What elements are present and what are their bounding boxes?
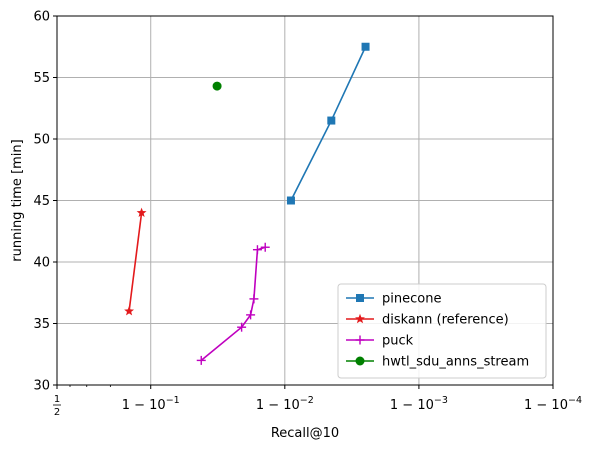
data-point bbox=[260, 242, 270, 252]
y-tick-label: 40 bbox=[33, 256, 50, 271]
data-point bbox=[327, 116, 336, 125]
data-point bbox=[136, 207, 147, 218]
data-point bbox=[252, 245, 262, 255]
legend-item: pinecone bbox=[346, 292, 441, 307]
legend-item: puck bbox=[346, 334, 414, 349]
x-tick-label: 1 − 10−1 bbox=[122, 395, 180, 413]
y-axis-label: running time [min] bbox=[10, 139, 25, 261]
svg-text:2: 2 bbox=[54, 407, 60, 418]
data-point bbox=[237, 322, 247, 332]
series-line bbox=[200, 246, 266, 362]
x-tick-label: 12 bbox=[53, 394, 61, 418]
series-hwtl-sdu-anns-stream bbox=[212, 81, 222, 91]
data-point bbox=[124, 306, 135, 316]
data-point bbox=[286, 196, 295, 205]
data-point bbox=[196, 355, 206, 365]
legend-item: diskann (reference) bbox=[346, 313, 509, 328]
y-tick-label: 50 bbox=[33, 133, 50, 148]
y-tick-label: 60 bbox=[33, 10, 50, 25]
data-point bbox=[355, 356, 365, 366]
data-point bbox=[212, 81, 222, 91]
y-tick-label: 45 bbox=[33, 194, 50, 209]
y-tick-label: 30 bbox=[33, 379, 50, 394]
legend-frame bbox=[337, 283, 547, 379]
legend-label: diskann (reference) bbox=[382, 313, 509, 328]
x-tick-label: 1 − 10−4 bbox=[524, 395, 582, 413]
data-point bbox=[246, 310, 256, 320]
series-puck bbox=[196, 242, 270, 365]
legend-label: pinecone bbox=[382, 292, 441, 307]
series-pinecone bbox=[286, 42, 370, 205]
data-point bbox=[361, 42, 370, 51]
x-tick-label: 1 − 10−3 bbox=[390, 395, 448, 413]
x-axis-label: Recall@10 bbox=[271, 426, 339, 441]
data-point bbox=[249, 294, 259, 304]
x-tick-label: 1 − 10−2 bbox=[256, 395, 314, 413]
data-point bbox=[356, 294, 364, 302]
series-line bbox=[128, 212, 143, 312]
legend-label: hwtl_sdu_anns_stream bbox=[382, 355, 529, 370]
data-point bbox=[355, 335, 365, 345]
y-tick-label: 55 bbox=[33, 71, 50, 86]
legend-label: puck bbox=[382, 334, 414, 349]
y-tick-label: 35 bbox=[33, 317, 50, 332]
legend: pinecone diskann (reference) puck hwtl_sdu_… bbox=[337, 283, 547, 379]
series-diskann-reference- bbox=[124, 207, 147, 316]
legend-item: hwtl_sdu_anns_stream bbox=[346, 355, 529, 370]
series-layer bbox=[124, 42, 370, 365]
data-point bbox=[355, 313, 365, 324]
svg-text:1: 1 bbox=[54, 394, 60, 405]
